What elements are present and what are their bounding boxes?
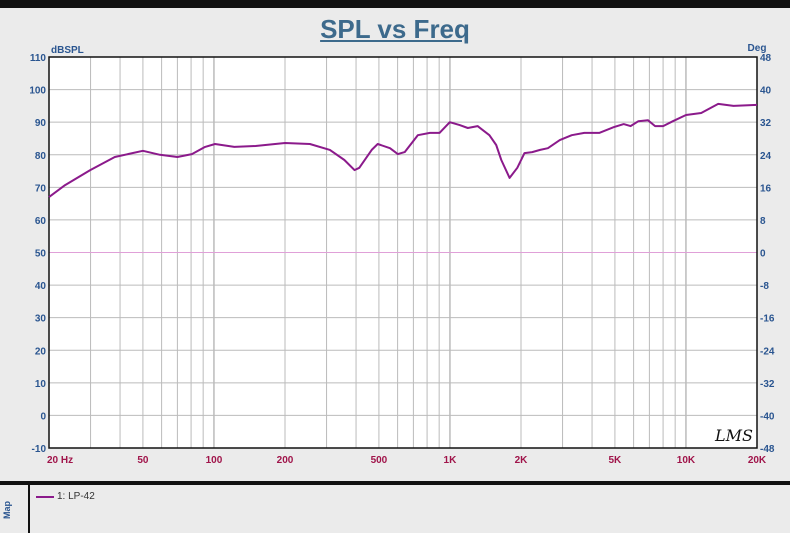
plot-border xyxy=(48,56,758,449)
x-tick-label: 20K xyxy=(748,455,767,466)
y-tick-label: 100 xyxy=(29,86,46,97)
y-tick-label: 40 xyxy=(35,281,47,292)
panel-separator[interactable] xyxy=(0,481,790,485)
y-tick-label: 30 xyxy=(35,314,47,325)
y-tick-label: 110 xyxy=(30,53,47,64)
legend-entry[interactable]: 1: LP-42 xyxy=(57,491,95,502)
window-top-bar xyxy=(0,0,790,8)
y2-tick-label: 40 xyxy=(760,86,772,97)
chart-title: SPL vs Freq xyxy=(320,14,470,44)
x-tick-label: 2K xyxy=(515,455,529,466)
x-tick-label: 20 Hz xyxy=(47,455,73,466)
y-tick-label: -10 xyxy=(32,444,47,455)
x-tick-label: 1K xyxy=(444,455,458,466)
x-tick-label: 10K xyxy=(677,455,696,466)
y2-tick-label: 16 xyxy=(760,183,772,194)
y2-tick-label: -8 xyxy=(760,281,769,292)
y-tick-label: 50 xyxy=(35,249,47,260)
y-tick-label: 20 xyxy=(35,346,47,357)
x-tick-label: 500 xyxy=(371,455,388,466)
y2-tick-label: 48 xyxy=(760,53,772,64)
y-tick-label: 0 xyxy=(40,411,46,422)
x-tick-label: 5K xyxy=(609,455,623,466)
y-axis-label: dBSPL xyxy=(51,45,84,56)
y2-tick-label: -32 xyxy=(760,379,775,390)
legend: 1: LP-42 xyxy=(36,491,95,502)
y-tick-label: 10 xyxy=(35,379,47,390)
y2-tick-label: 8 xyxy=(760,216,766,227)
panel-divider xyxy=(28,485,30,533)
y2-axis-label: Deg xyxy=(748,43,767,54)
y-tick-label: 90 xyxy=(35,118,47,129)
y-tick-label: 80 xyxy=(35,151,47,162)
y-tick-label: 70 xyxy=(35,183,47,194)
y2-tick-label: 24 xyxy=(760,151,772,162)
lms-watermark: LMS xyxy=(714,426,753,445)
y2-tick-label: -24 xyxy=(760,346,775,357)
x-tick-label: 50 xyxy=(137,455,149,466)
series-line-lp-42 xyxy=(48,102,758,198)
y-tick-label: 60 xyxy=(35,216,47,227)
y2-tick-label: -48 xyxy=(760,444,775,455)
y2-tick-label: 0 xyxy=(760,249,766,260)
map-tab[interactable]: Map xyxy=(2,501,12,519)
y2-tick-label: -16 xyxy=(760,314,775,325)
x-tick-label: 200 xyxy=(277,455,294,466)
x-tick-label: 100 xyxy=(206,455,223,466)
y2-tick-label: -40 xyxy=(760,411,775,422)
legend-swatch xyxy=(36,495,54,498)
y2-tick-label: 32 xyxy=(760,118,772,129)
